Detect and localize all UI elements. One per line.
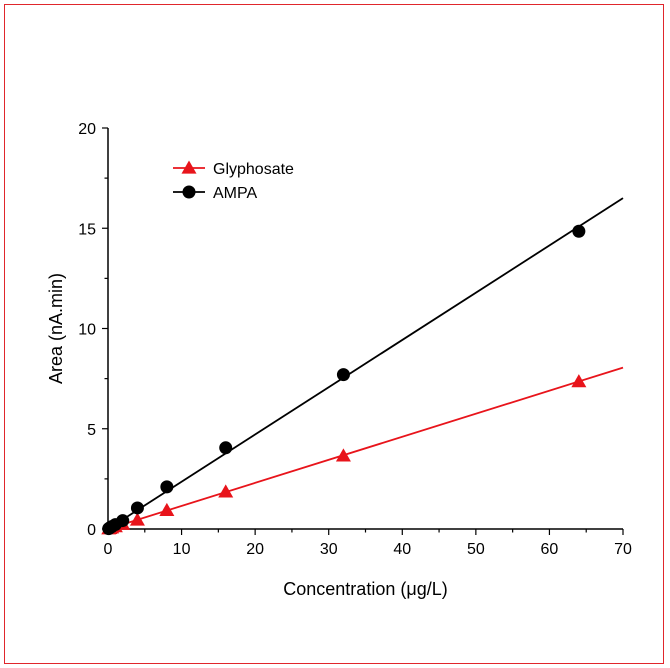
legend: Glyphosate AMPA [173,160,294,202]
ampa-point [116,514,130,528]
x-tick-label: 70 [614,541,632,558]
glyphosate-point [218,484,234,498]
data-points [101,224,587,536]
fit-line-glyphosate [107,366,624,530]
fit-line-ampa [107,197,624,530]
x-tick-label: 10 [173,541,191,558]
axes: 0 10 20 30 40 50 60 70 0 5 10 15 20 [78,121,632,558]
y-tick-label: 15 [78,221,96,238]
fit-lines [107,197,624,530]
x-axis-label: Concentration (μg/L) [283,579,447,599]
y-tick-label: 0 [87,522,96,539]
legend-marker-ampa [182,185,196,199]
y-axis-label: Area (nA.min) [46,273,66,384]
y-tick-label: 20 [78,121,96,138]
ampa-point [219,441,233,455]
x-tick-label: 0 [104,541,113,558]
legend-label-ampa: AMPA [213,185,257,202]
legend-marker-glyphosate [181,160,197,174]
x-tick-label: 60 [541,541,559,558]
x-tick-label: 30 [320,541,338,558]
glyphosate-point [129,512,145,526]
x-tick-label: 50 [467,541,485,558]
glyphosate-point [571,374,587,388]
ampa-point [130,501,144,515]
glyphosate-point [159,502,175,516]
glyphosate-point [335,448,351,462]
ampa-point [572,224,586,238]
legend-label-glyphosate: Glyphosate [213,161,294,178]
x-tick-label: 20 [246,541,264,558]
x-tick-label: 40 [393,541,411,558]
ampa-point [160,480,174,494]
y-tick-label: 5 [87,422,96,439]
y-tick-label: 10 [78,322,96,339]
ampa-point [336,368,350,382]
figure-border [4,4,664,664]
